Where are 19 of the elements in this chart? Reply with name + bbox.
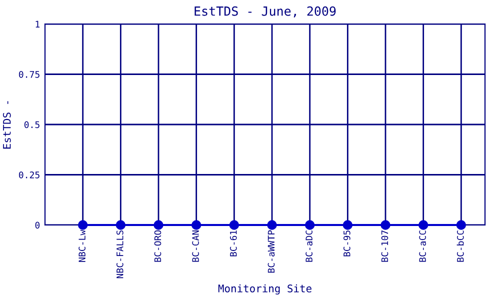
y-axis-title: EstTDS -: [2, 101, 11, 149]
x-tick-label: BC-aWWTP: [268, 230, 275, 273]
y-tick-label: 0.5: [24, 121, 40, 128]
x-tick-label: BC-bCC: [456, 230, 464, 262]
x-tick-label: NBC-FALLS: [116, 230, 124, 278]
y-tick-label: 0.75: [18, 71, 40, 78]
y-tick-label: 0: [35, 222, 40, 229]
x-tick-label: BC-61: [230, 230, 237, 256]
x-tick-label: BC-95: [343, 230, 350, 256]
y-tick-label: 1: [36, 20, 40, 28]
x-tick-label: BC-ORO: [154, 230, 162, 262]
x-tick-label: BC-CAN: [192, 230, 199, 262]
x-tick-label: BC-aCC: [419, 230, 426, 262]
x-tick-label: BC-107: [381, 230, 388, 262]
x-axis-title: Monitoring Site: [218, 284, 312, 294]
x-tick-label: BC-aDC: [306, 230, 312, 262]
chart-title: EstTDS - June, 2009: [194, 6, 336, 18]
x-tick-label: NBC-Lw: [78, 230, 86, 262]
y-tick-label: 0.25: [18, 172, 40, 178]
